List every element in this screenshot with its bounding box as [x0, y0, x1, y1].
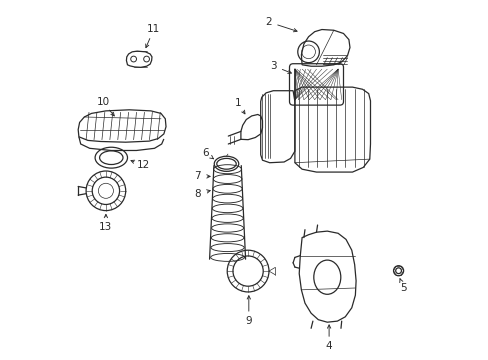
Text: 13: 13	[99, 222, 112, 232]
Text: 3: 3	[269, 61, 276, 71]
Text: 7: 7	[194, 171, 201, 181]
Text: 4: 4	[325, 341, 332, 351]
Text: 6: 6	[202, 148, 208, 158]
Text: 5: 5	[400, 283, 407, 293]
Text: 8: 8	[194, 189, 201, 199]
Text: 9: 9	[245, 316, 252, 326]
Text: 11: 11	[147, 24, 160, 35]
Text: 1: 1	[234, 98, 241, 108]
Text: 10: 10	[96, 98, 109, 108]
Text: 2: 2	[264, 17, 271, 27]
Text: 12: 12	[136, 161, 149, 170]
